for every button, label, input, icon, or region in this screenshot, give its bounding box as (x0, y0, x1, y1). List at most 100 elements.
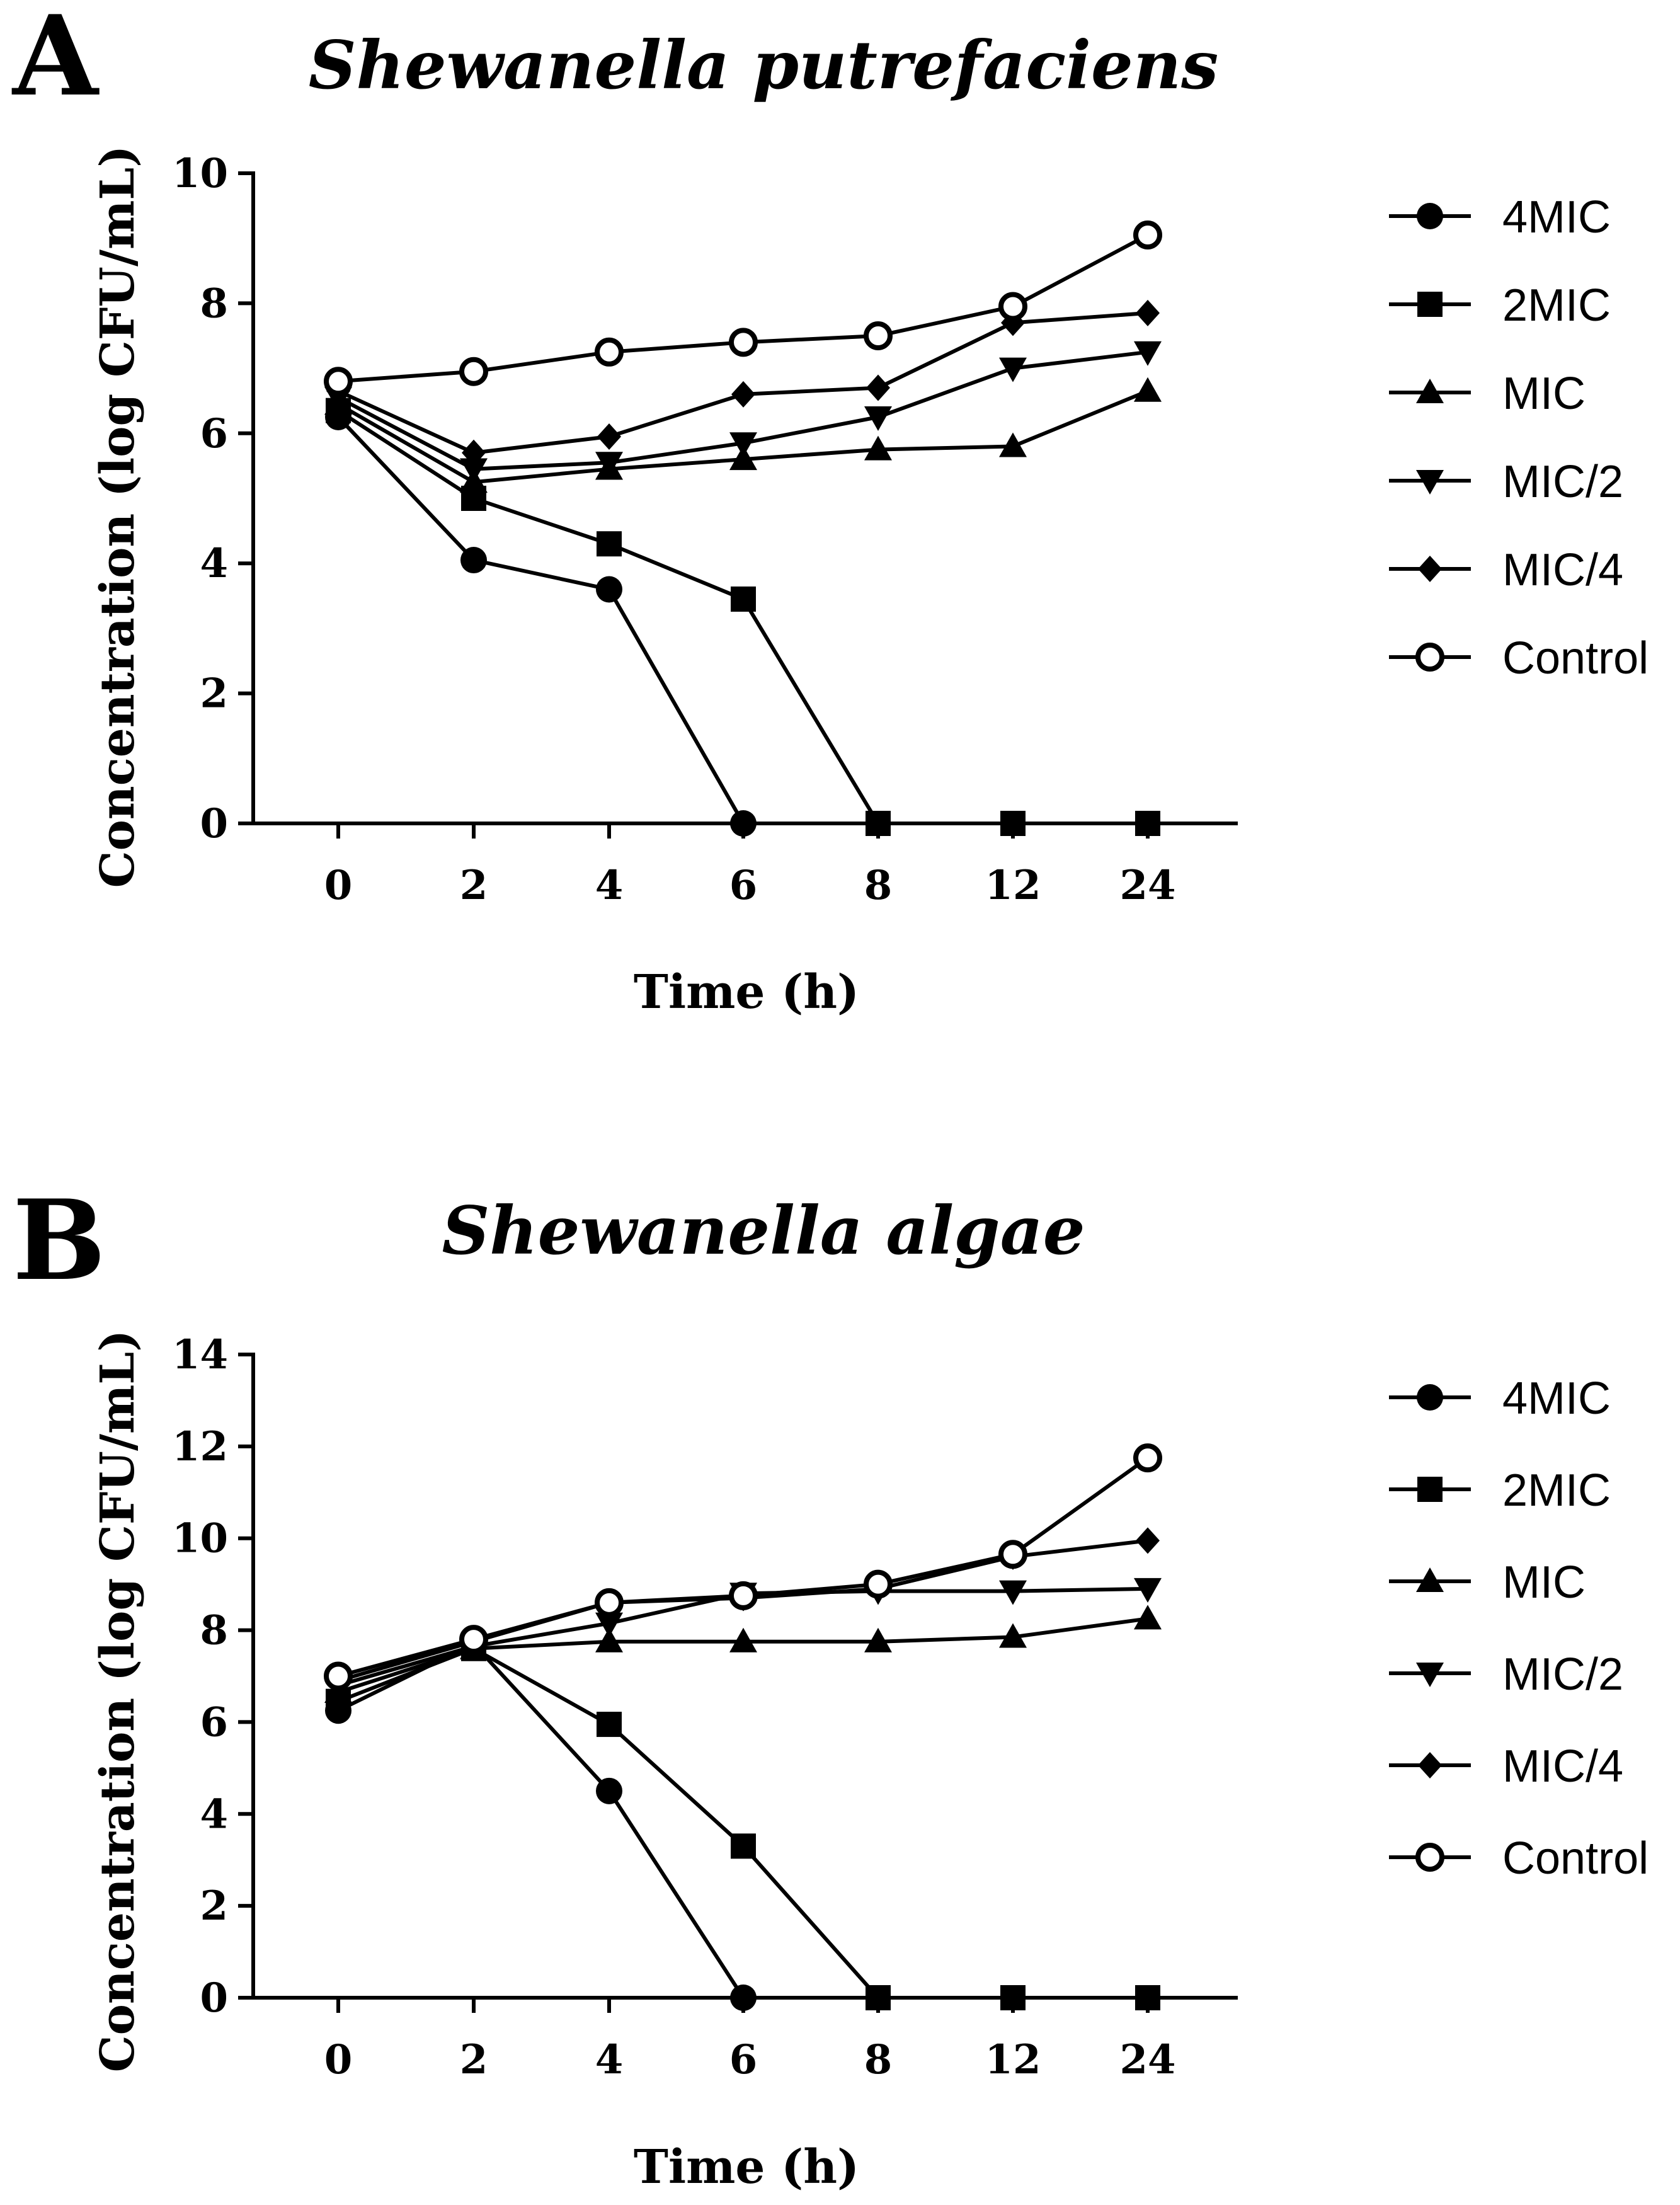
panel-b-point-control (998, 1540, 1027, 1569)
panel-a-point-mic (1134, 377, 1162, 402)
panel-a-point-2mic (1000, 811, 1026, 836)
panel-b-point-2mic (731, 1833, 756, 1859)
panel-b-legend-label-2mic: 2MIC (1502, 1465, 1611, 1516)
panel-b-point-mic (595, 1627, 623, 1652)
panel-b-point-mic (729, 1627, 757, 1652)
panel-b-series-line-4mic (337, 1642, 745, 1999)
panel-b-point-2mic (597, 1712, 622, 1738)
panel-b-point-mic (864, 1627, 892, 1652)
panel-b-x-tick-label: 8 (864, 2036, 893, 2083)
panel-a-point-control (595, 337, 624, 367)
panel-a-x-tick-label: 2 (460, 862, 488, 909)
panel-b-legend-marker-4mic (1417, 1384, 1443, 1411)
panel-b-point-2mic (866, 1985, 891, 2010)
panel-b-point-mic (1134, 1605, 1162, 1630)
panel-a-point-mic-2 (460, 458, 488, 483)
panel-a-y-tick-label: 8 (200, 280, 228, 327)
panel-b-point-control (1133, 1443, 1162, 1473)
panel-a-x-tick-label: 8 (864, 862, 893, 909)
panel-b-x-tick-label: 24 (1119, 2036, 1175, 2083)
panel-b-point-control (864, 1569, 893, 1599)
panel-a-point-control (864, 321, 893, 350)
panel-a-legend-marker-2mic (1417, 292, 1443, 317)
panel-a-point-control (729, 328, 758, 357)
panel-a-x-tick-label: 0 (324, 862, 353, 909)
panel-b-y-tick-label: 6 (200, 1698, 228, 1746)
panel-a-legend-label-mic-2: MIC/2 (1502, 457, 1623, 507)
panel-b-title: Shewanella algae (442, 1191, 1085, 1269)
panel-b-x-tick-label: 4 (595, 2036, 624, 2083)
panel-a-legend-label-4mic: 4MIC (1502, 192, 1611, 243)
panel-b-y-axis-title: Concentration (log CFU/mL) (91, 1330, 145, 2073)
panel-a-point-mic (864, 435, 892, 461)
panel-a-legend: 4MIC 2MIC MIC MIC/2 MIC/4 Control (1389, 192, 1649, 684)
panel-a-legend-marker-4mic (1417, 203, 1443, 229)
panel-a-y-tick-label: 2 (200, 670, 228, 718)
panel-b-legend-label-mic: MIC (1502, 1557, 1586, 1608)
panel-b-legend-marker-mic-2 (1416, 1663, 1444, 1687)
panel-a-point-4mic (460, 547, 487, 574)
panel-a-point-control (998, 292, 1027, 321)
panel-b-legend: 4MIC 2MIC MIC MIC/2 MIC/4 Control (1389, 1373, 1649, 1884)
panel-a-point-mic-2 (864, 406, 892, 431)
panel-b-legend-label-4mic: 4MIC (1502, 1373, 1611, 1424)
panel-b-x-axis-title: Time (h) (634, 2140, 859, 2194)
panel-b-point-control (729, 1581, 758, 1610)
panel-a-point-mic-4 (1136, 299, 1160, 326)
panel-a-legend-label-2mic: 2MIC (1502, 280, 1611, 331)
panel-a-point-mic-2 (595, 452, 623, 477)
panel-a-x-tick-label: 6 (729, 862, 758, 909)
panel-a-point-mic-4 (597, 423, 621, 450)
panel-a-point-2mic (731, 586, 756, 612)
panel-a-legend-marker-control (1415, 643, 1444, 672)
panel-a-y-axis-title: Concentration (log CFU/mL) (91, 146, 145, 888)
panel-a-legend-label-control: Control (1502, 633, 1649, 684)
panel-b-y-tick-label: 10 (172, 1515, 228, 1562)
panel-b-legend-marker-control (1415, 1843, 1444, 1872)
panel-a-legend-marker-mic-2 (1416, 470, 1444, 495)
panel-b-legend-marker-mic (1416, 1567, 1444, 1592)
panel-a-x-axis-title: Time (h) (634, 965, 859, 1019)
panel-a-x-tick-label: 12 (985, 862, 1041, 909)
panel-b-y-tick-label: 8 (200, 1607, 228, 1654)
panel-a-point-mic-4 (731, 381, 755, 408)
panel-a-y-tick-label: 6 (200, 410, 228, 457)
panel-b-legend-label-mic-2: MIC/2 (1502, 1649, 1623, 1700)
panel-a-point-control (1133, 220, 1162, 250)
panel-b-x-tick-label: 2 (460, 2036, 488, 2083)
panel-b-point-mic-2 (999, 1580, 1027, 1605)
panel-a-point-mic (729, 445, 757, 471)
panel-a-point-control (324, 367, 353, 396)
panel-b-point-control (459, 1625, 488, 1654)
panel-b-legend-label-mic-4: MIC/4 (1502, 1741, 1623, 1792)
panel-a-point-4mic (730, 810, 757, 837)
panel-b-point-mic-4 (1136, 1527, 1160, 1554)
panel-b-point-4mic (730, 1984, 757, 2011)
panel-b-y-tick-label: 0 (200, 1974, 228, 2022)
panel-b-x-tick-label: 6 (729, 2036, 758, 2083)
panel-b-legend-label-control: Control (1502, 1833, 1649, 1884)
panel-a-point-2mic (597, 531, 622, 557)
panel-a-series-line-4mic (336, 415, 745, 825)
panel-a-point-mic-2 (1134, 341, 1162, 366)
panel-b-y-tick-label: 4 (200, 1790, 228, 1838)
panel-b-letter: B (13, 1176, 106, 1305)
panel-a-legend-marker-mic (1416, 379, 1444, 403)
panel-a-point-control (459, 357, 488, 386)
panel-a-y-tick-label: 0 (200, 800, 228, 847)
panel-b-point-mic (999, 1623, 1027, 1648)
panel-a-legend-label-mic-4: MIC/4 (1502, 545, 1623, 595)
panel-a-y-tick-label: 4 (200, 540, 228, 587)
panel-a-point-mic-4 (866, 374, 890, 401)
panel-b-point-2mic (1135, 1985, 1160, 2010)
panel-a-point-2mic (866, 811, 891, 836)
panel-a-x-tick-label: 24 (1119, 862, 1175, 909)
panel-a-point-mic (999, 432, 1027, 457)
panel-b-legend-marker-2mic (1417, 1477, 1443, 1502)
panel-b-legend-marker-mic-4 (1418, 1752, 1442, 1778)
panel-a-letter: A (11, 0, 100, 121)
